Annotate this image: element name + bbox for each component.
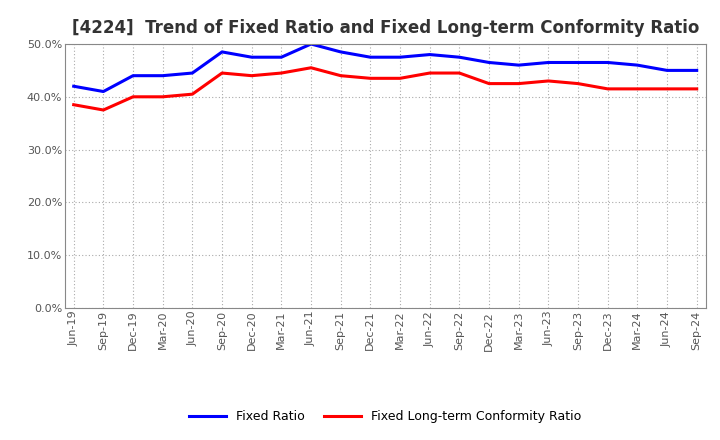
Fixed Ratio: [129, 73, 138, 78]
Fixed Ratio: [307, 41, 315, 47]
Fixed Long-term Conformity Ratio: [366, 76, 374, 81]
Fixed Ratio: [544, 60, 553, 65]
Fixed Long-term Conformity Ratio: [99, 107, 108, 113]
Fixed Ratio: [366, 55, 374, 60]
Fixed Long-term Conformity Ratio: [69, 102, 78, 107]
Fixed Long-term Conformity Ratio: [336, 73, 345, 78]
Fixed Ratio: [514, 62, 523, 68]
Fixed Ratio: [248, 55, 256, 60]
Fixed Long-term Conformity Ratio: [544, 78, 553, 84]
Fixed Long-term Conformity Ratio: [188, 92, 197, 97]
Fixed Ratio: [693, 68, 701, 73]
Fixed Ratio: [99, 89, 108, 94]
Fixed Ratio: [277, 55, 286, 60]
Fixed Ratio: [574, 60, 582, 65]
Fixed Long-term Conformity Ratio: [426, 70, 434, 76]
Fixed Long-term Conformity Ratio: [514, 81, 523, 86]
Fixed Long-term Conformity Ratio: [455, 70, 464, 76]
Fixed Long-term Conformity Ratio: [662, 86, 671, 92]
Fixed Ratio: [336, 49, 345, 55]
Title: [4224]  Trend of Fixed Ratio and Fixed Long-term Conformity Ratio: [4224] Trend of Fixed Ratio and Fixed Lo…: [71, 19, 699, 37]
Fixed Ratio: [603, 60, 612, 65]
Fixed Ratio: [455, 55, 464, 60]
Fixed Ratio: [188, 70, 197, 76]
Fixed Ratio: [158, 73, 167, 78]
Fixed Ratio: [633, 62, 642, 68]
Line: Fixed Long-term Conformity Ratio: Fixed Long-term Conformity Ratio: [73, 68, 697, 110]
Fixed Ratio: [485, 60, 493, 65]
Fixed Long-term Conformity Ratio: [603, 86, 612, 92]
Fixed Long-term Conformity Ratio: [574, 81, 582, 86]
Fixed Long-term Conformity Ratio: [693, 86, 701, 92]
Fixed Ratio: [396, 55, 405, 60]
Fixed Ratio: [662, 68, 671, 73]
Fixed Long-term Conformity Ratio: [277, 70, 286, 76]
Legend: Fixed Ratio, Fixed Long-term Conformity Ratio: Fixed Ratio, Fixed Long-term Conformity …: [184, 406, 587, 429]
Fixed Long-term Conformity Ratio: [217, 70, 226, 76]
Fixed Ratio: [217, 49, 226, 55]
Fixed Long-term Conformity Ratio: [633, 86, 642, 92]
Fixed Long-term Conformity Ratio: [307, 65, 315, 70]
Fixed Ratio: [426, 52, 434, 57]
Fixed Long-term Conformity Ratio: [396, 76, 405, 81]
Line: Fixed Ratio: Fixed Ratio: [73, 44, 697, 92]
Fixed Ratio: [69, 84, 78, 89]
Fixed Long-term Conformity Ratio: [158, 94, 167, 99]
Fixed Long-term Conformity Ratio: [248, 73, 256, 78]
Fixed Long-term Conformity Ratio: [485, 81, 493, 86]
Fixed Long-term Conformity Ratio: [129, 94, 138, 99]
